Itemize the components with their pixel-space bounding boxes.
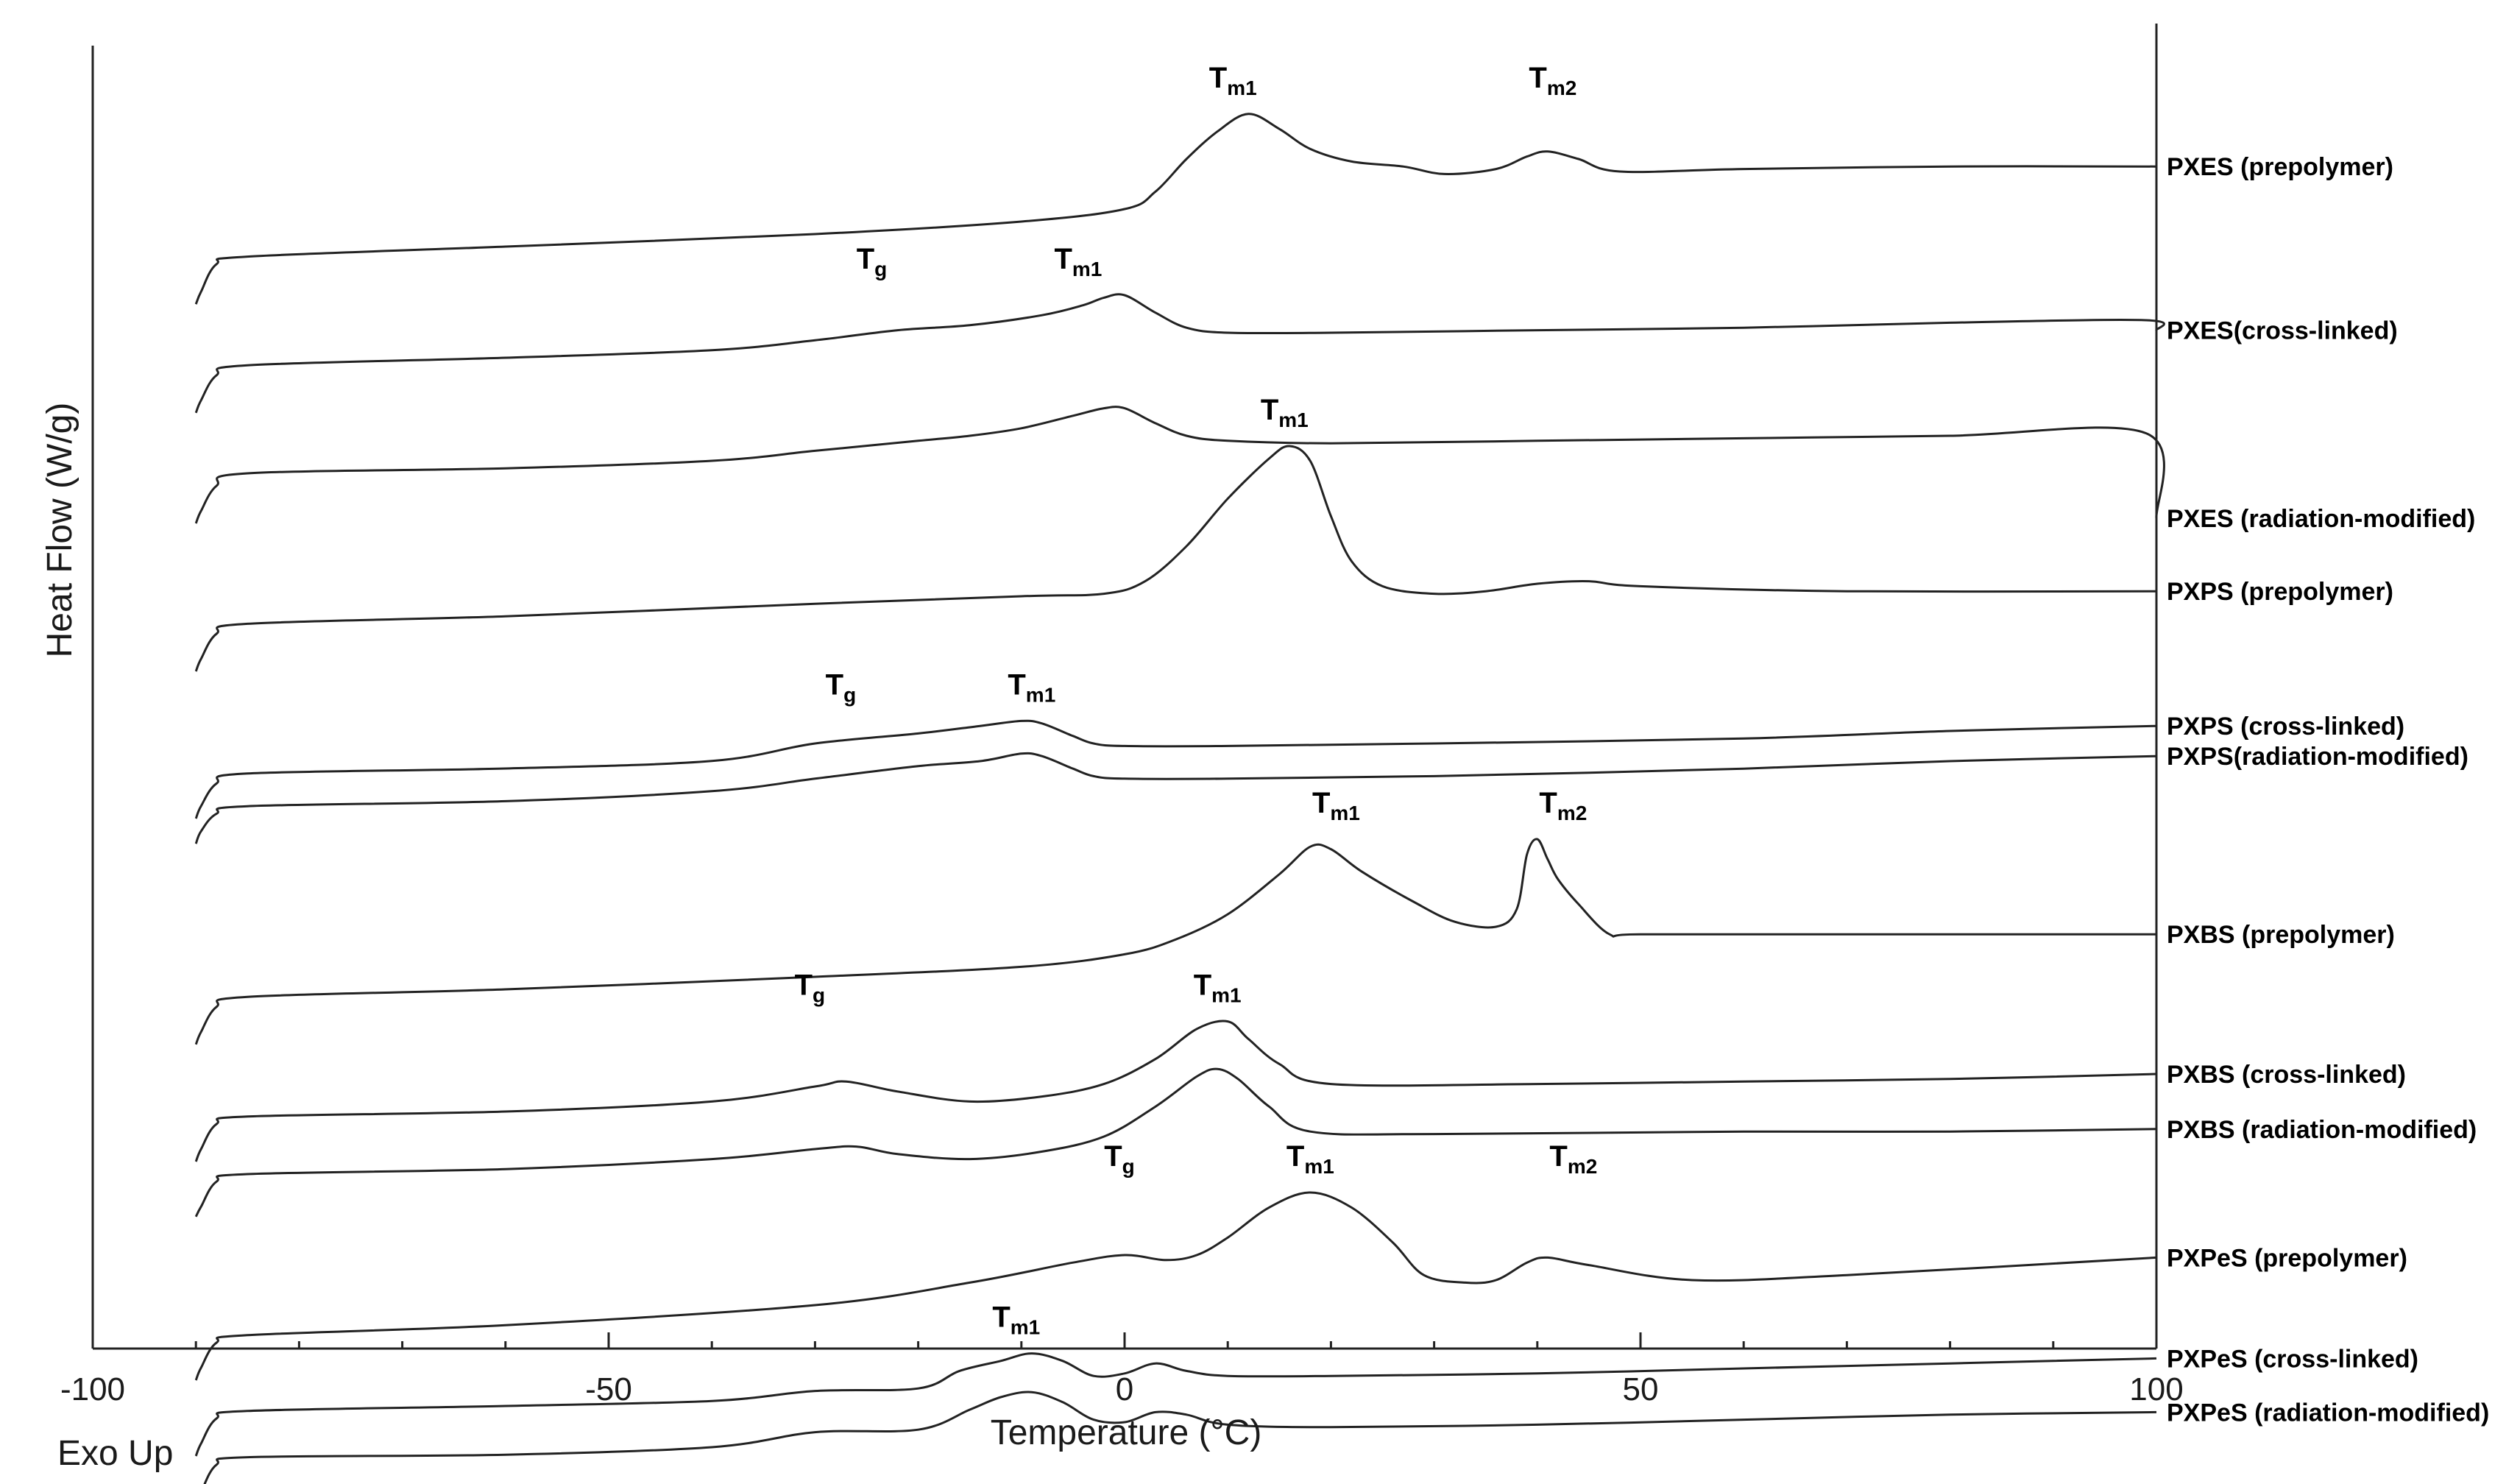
- x-tick-label: 50: [1623, 1371, 1659, 1407]
- annotation-tm1: Tm1: [1194, 969, 1242, 1007]
- x-axis-title: Temperature (°C): [991, 1413, 1262, 1452]
- series-label: PXPeS (cross-linked): [2167, 1345, 2418, 1373]
- axes: [91, 24, 2158, 1350]
- x-major-ticks: [91, 1332, 2158, 1349]
- annotation-tg: Tg: [826, 668, 857, 706]
- annotation-tm2: Tm2: [1529, 62, 1576, 99]
- series-label: PXPeS (radiation-modified): [2167, 1399, 2489, 1427]
- curve-11: [194, 1352, 2157, 1457]
- annotation-tm1: Tm1: [1286, 1140, 1334, 1178]
- exo-up-note: Exo Up: [57, 1434, 173, 1473]
- annotation-tg: Tg: [857, 243, 888, 280]
- dsc-curves: [194, 113, 2165, 1484]
- curve-12: [203, 1391, 2157, 1484]
- annotation-tm1: Tm1: [1054, 243, 1102, 280]
- series-labels: PXES (prepolymer) PXES(cross-linked) PXES …: [2167, 153, 2489, 1427]
- x-tick-label: 100: [2129, 1371, 2183, 1407]
- x-tick-label: -50: [585, 1371, 632, 1407]
- annotation-tm1: Tm1: [1209, 62, 1257, 99]
- series-label: PXBS (prepolymer): [2167, 921, 2395, 949]
- series-label: PXPS (prepolymer): [2167, 578, 2393, 606]
- annotation-tm1: Tm1: [1261, 394, 1309, 431]
- curve-9: [194, 1067, 2157, 1218]
- curve-2: [194, 293, 2165, 414]
- series-label: PXES (prepolymer): [2167, 153, 2393, 181]
- series-label: PXES(cross-linked): [2167, 317, 2398, 345]
- annotation-tg: Tg: [795, 969, 826, 1007]
- curve-4: [194, 445, 2157, 672]
- series-label: PXBS (cross-linked): [2167, 1061, 2406, 1089]
- series-label: PXES (radiation-modified): [2167, 505, 2475, 533]
- series-label: PXPS(radiation-modified): [2167, 743, 2468, 771]
- series-label: PXBS (radiation-modified): [2167, 1116, 2477, 1144]
- annotation-tm2: Tm2: [1549, 1140, 1597, 1178]
- x-tick-label: 0: [1116, 1371, 1133, 1407]
- x-tick-labels: -100 -50 0 50 100: [60, 1371, 2184, 1407]
- curve-3: [194, 406, 2165, 524]
- curve-1: [194, 113, 2157, 305]
- series-label: PXPeS (prepolymer): [2167, 1244, 2407, 1272]
- annotation-tm1: Tm1: [1008, 668, 1055, 706]
- curve-10: [194, 1191, 2157, 1381]
- x-minor-ticks: [194, 1341, 2055, 1349]
- curve-7: [194, 838, 2156, 1045]
- annotation-tm1: Tm1: [992, 1301, 1040, 1339]
- annotation-tm2: Tm2: [1539, 787, 1587, 824]
- x-tick-label: -100: [60, 1371, 125, 1407]
- y-axis-title: Heat Flow (W/g): [40, 403, 79, 658]
- curve-8: [194, 1020, 2157, 1162]
- series-label: PXPS (cross-linked): [2167, 713, 2404, 741]
- curve-6: [194, 752, 2157, 844]
- annotation-tm1: Tm1: [1312, 787, 1360, 824]
- curve-5: [194, 719, 2157, 819]
- annotation-tg: Tg: [1104, 1140, 1135, 1178]
- transition-annotations: Tm1 Tm2 Tg Tm1 Tm1 Tg Tm1 Tm1 Tm2 Tg Tm1 Tg Tm1 Tm2 Tm…: [795, 62, 1598, 1339]
